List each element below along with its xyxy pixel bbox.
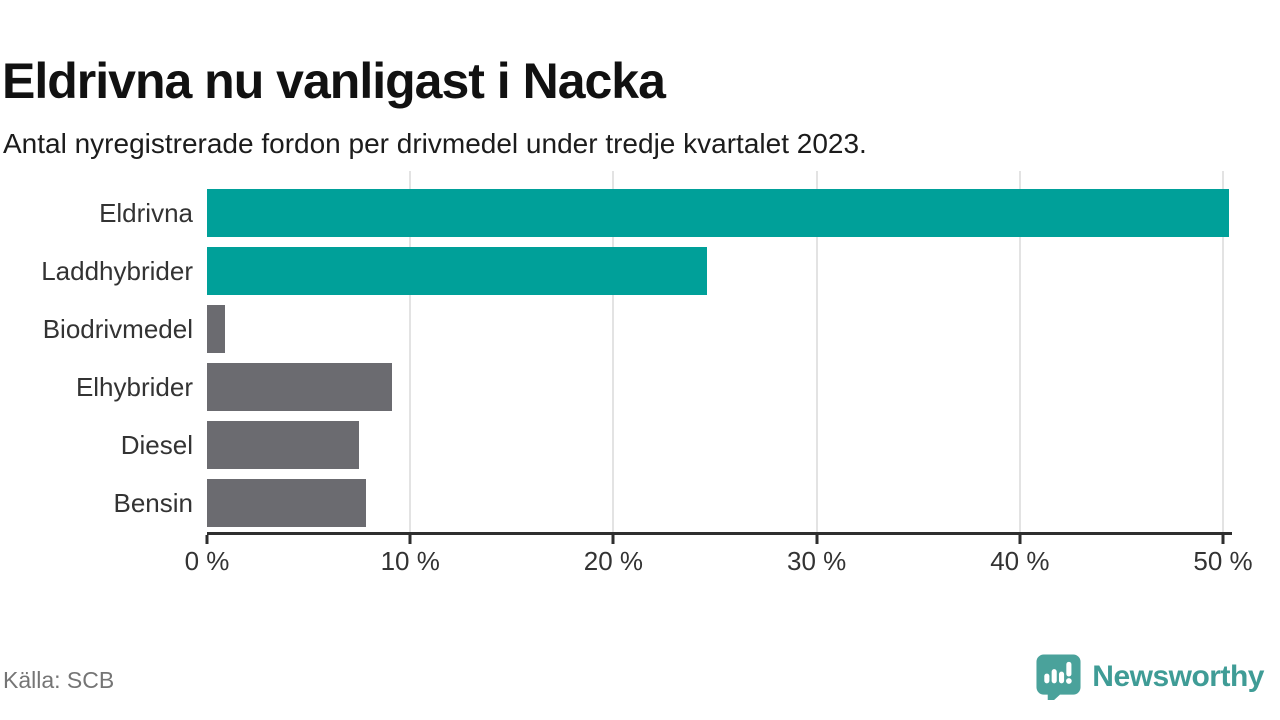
x-axis: [205, 532, 1232, 544]
bar-row-diesel: Diesel: [0, 416, 1280, 474]
axis-tick: [611, 535, 615, 544]
bar-bensin: [207, 479, 366, 527]
brand-name: Newsworthy: [1092, 659, 1264, 693]
axis-tick-label: 50 %: [1193, 546, 1253, 576]
chart-subtitle: Antal nyregistrerade fordon per drivmede…: [3, 128, 867, 159]
axis-tick-label: 30 %: [786, 546, 847, 576]
axis-tick: [815, 535, 819, 544]
bar-row-elhybrider: Elhybrider: [0, 358, 1280, 416]
bar-elhybrider: [207, 363, 392, 411]
bar-track: [207, 184, 1232, 242]
bar-chart: Eldrivna Laddhybrider Biodrivmedel Elhyb…: [0, 171, 1280, 604]
category-label: Eldrivna: [99, 197, 193, 228]
bar-rows: Eldrivna Laddhybrider Biodrivmedel Elhyb…: [0, 184, 1280, 532]
gridline: [1018, 171, 1021, 532]
newsworthy-logo-icon: [1036, 654, 1081, 700]
category-label: Diesel: [120, 429, 193, 460]
axis-tick-label: 40 %: [990, 546, 1050, 576]
axis-tick-label: 0 %: [184, 546, 230, 576]
gridline: [409, 171, 412, 532]
bar-diesel: [207, 421, 360, 469]
category-label: Biodrivmedel: [42, 313, 193, 344]
category-label: Bensin: [113, 487, 194, 518]
source-note: Källa: SCB: [3, 667, 115, 693]
bar-track: [207, 416, 1232, 474]
axis-tick: [1221, 535, 1225, 544]
bar-track: [207, 242, 1232, 300]
plot-gridlines: [207, 171, 1232, 532]
axis-tick-label: 10 %: [380, 546, 440, 576]
bar-row-biodrivmedel: Biodrivmedel: [0, 300, 1280, 358]
bar-row-bensin: Bensin: [0, 474, 1280, 532]
bar-track: [207, 300, 1232, 358]
axis-tick: [1018, 535, 1022, 544]
bar-biodrivmedel: [207, 305, 226, 353]
gridline: [612, 171, 615, 532]
bar-track: [207, 358, 1232, 416]
bar-row-eldrivna: Eldrivna: [0, 184, 1280, 242]
axis-tick: [205, 535, 209, 544]
gridline: [1222, 171, 1225, 532]
bar-row-laddhybrider: Laddhybrider: [0, 242, 1280, 300]
bar-track: [207, 474, 1232, 532]
bar-laddhybrider: [207, 247, 707, 295]
bar-eldrivna: [207, 189, 1230, 237]
x-axis-labels: 0 % 10 % 20 % 30 % 40 % 50 %: [185, 546, 1253, 576]
category-label: Elhybrider: [75, 371, 193, 402]
chart-title: Eldrivna nu vanligast i Nacka: [2, 52, 666, 109]
category-label: Laddhybrider: [41, 255, 193, 286]
axis-tick: [408, 535, 412, 544]
brand-lockup: Newsworthy: [1035, 653, 1264, 700]
axis-tick-label: 20 %: [583, 546, 644, 576]
gridline: [815, 171, 818, 532]
